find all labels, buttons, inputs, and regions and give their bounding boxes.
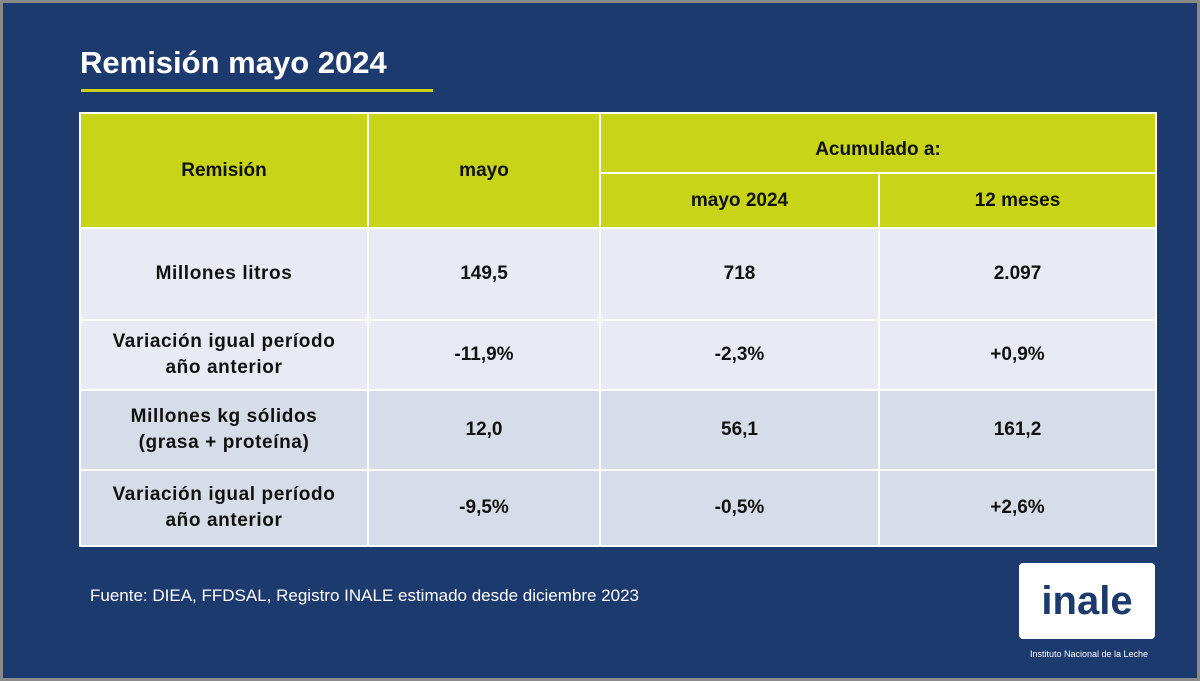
remision-table: Remisión mayo Acumulado a: mayo 2024 12 … (79, 112, 1157, 547)
table-row: Variación igual período año anterior -9,… (79, 469, 1157, 547)
row-label-line-1: Variación igual período (112, 331, 336, 352)
header-row-top: Remisión mayo Acumulado a: (79, 112, 1157, 229)
row-label: Variación igual período año anterior (79, 319, 369, 391)
header-mayo-2024: mayo 2024 (599, 172, 880, 229)
source-note: Fuente: DIEA, FFDSAL, Registro INALE est… (90, 586, 639, 605)
cell-12-meses: +2,6% (878, 469, 1157, 547)
logo-subtitle: Instituto Nacional de la Leche (1029, 649, 1149, 659)
row-label: Millones kg sólidos (grasa + proteína) (79, 389, 369, 471)
cell-12-meses: +0,9% (878, 319, 1157, 391)
row-label-line-2: año anterior (165, 357, 283, 378)
cell-mayo-2024: 56,1 (599, 389, 880, 471)
cell-mayo: -9,5% (367, 469, 601, 547)
header-acumulado: Acumulado a: (599, 112, 1157, 174)
row-label-line-1: Millones litros (155, 263, 293, 284)
page-title: Remisión mayo 2024 (80, 45, 387, 80)
row-label-line-2: año anterior (165, 510, 283, 531)
cell-mayo-2024: -0,5% (599, 469, 880, 547)
row-label-line-1: Variación igual período (112, 484, 336, 505)
table-row: Millones kg sólidos (grasa + proteína) 1… (79, 389, 1157, 471)
table-row: Variación igual período año anterior -11… (79, 319, 1157, 391)
cell-12-meses: 161,2 (878, 389, 1157, 471)
cell-mayo: 149,5 (367, 227, 601, 321)
row-label-line-1: Millones kg sólidos (130, 406, 318, 427)
header-remision: Remisión (79, 112, 369, 229)
cell-mayo: 12,0 (367, 389, 601, 471)
row-label: Millones litros (79, 227, 369, 321)
cell-mayo: -11,9% (367, 319, 601, 391)
cell-12-meses: 2.097 (878, 227, 1157, 321)
title-underline (81, 89, 433, 92)
header-12-meses: 12 meses (878, 172, 1157, 229)
table-row: Millones litros 149,5 718 2.097 (79, 227, 1157, 321)
slide: Remisión mayo 2024 Remisión mayo Acumula… (3, 3, 1197, 678)
inale-logo: inale (1019, 563, 1155, 639)
cell-mayo-2024: -2,3% (599, 319, 880, 391)
row-label: Variación igual período año anterior (79, 469, 369, 547)
header-mayo: mayo (367, 112, 601, 229)
header-row-bottom: mayo 2024 12 meses (80, 172, 1157, 229)
row-label-line-2: (grasa + proteína) (138, 432, 310, 453)
logo-wordmark: inale (1041, 579, 1133, 623)
cell-mayo-2024: 718 (599, 227, 880, 321)
